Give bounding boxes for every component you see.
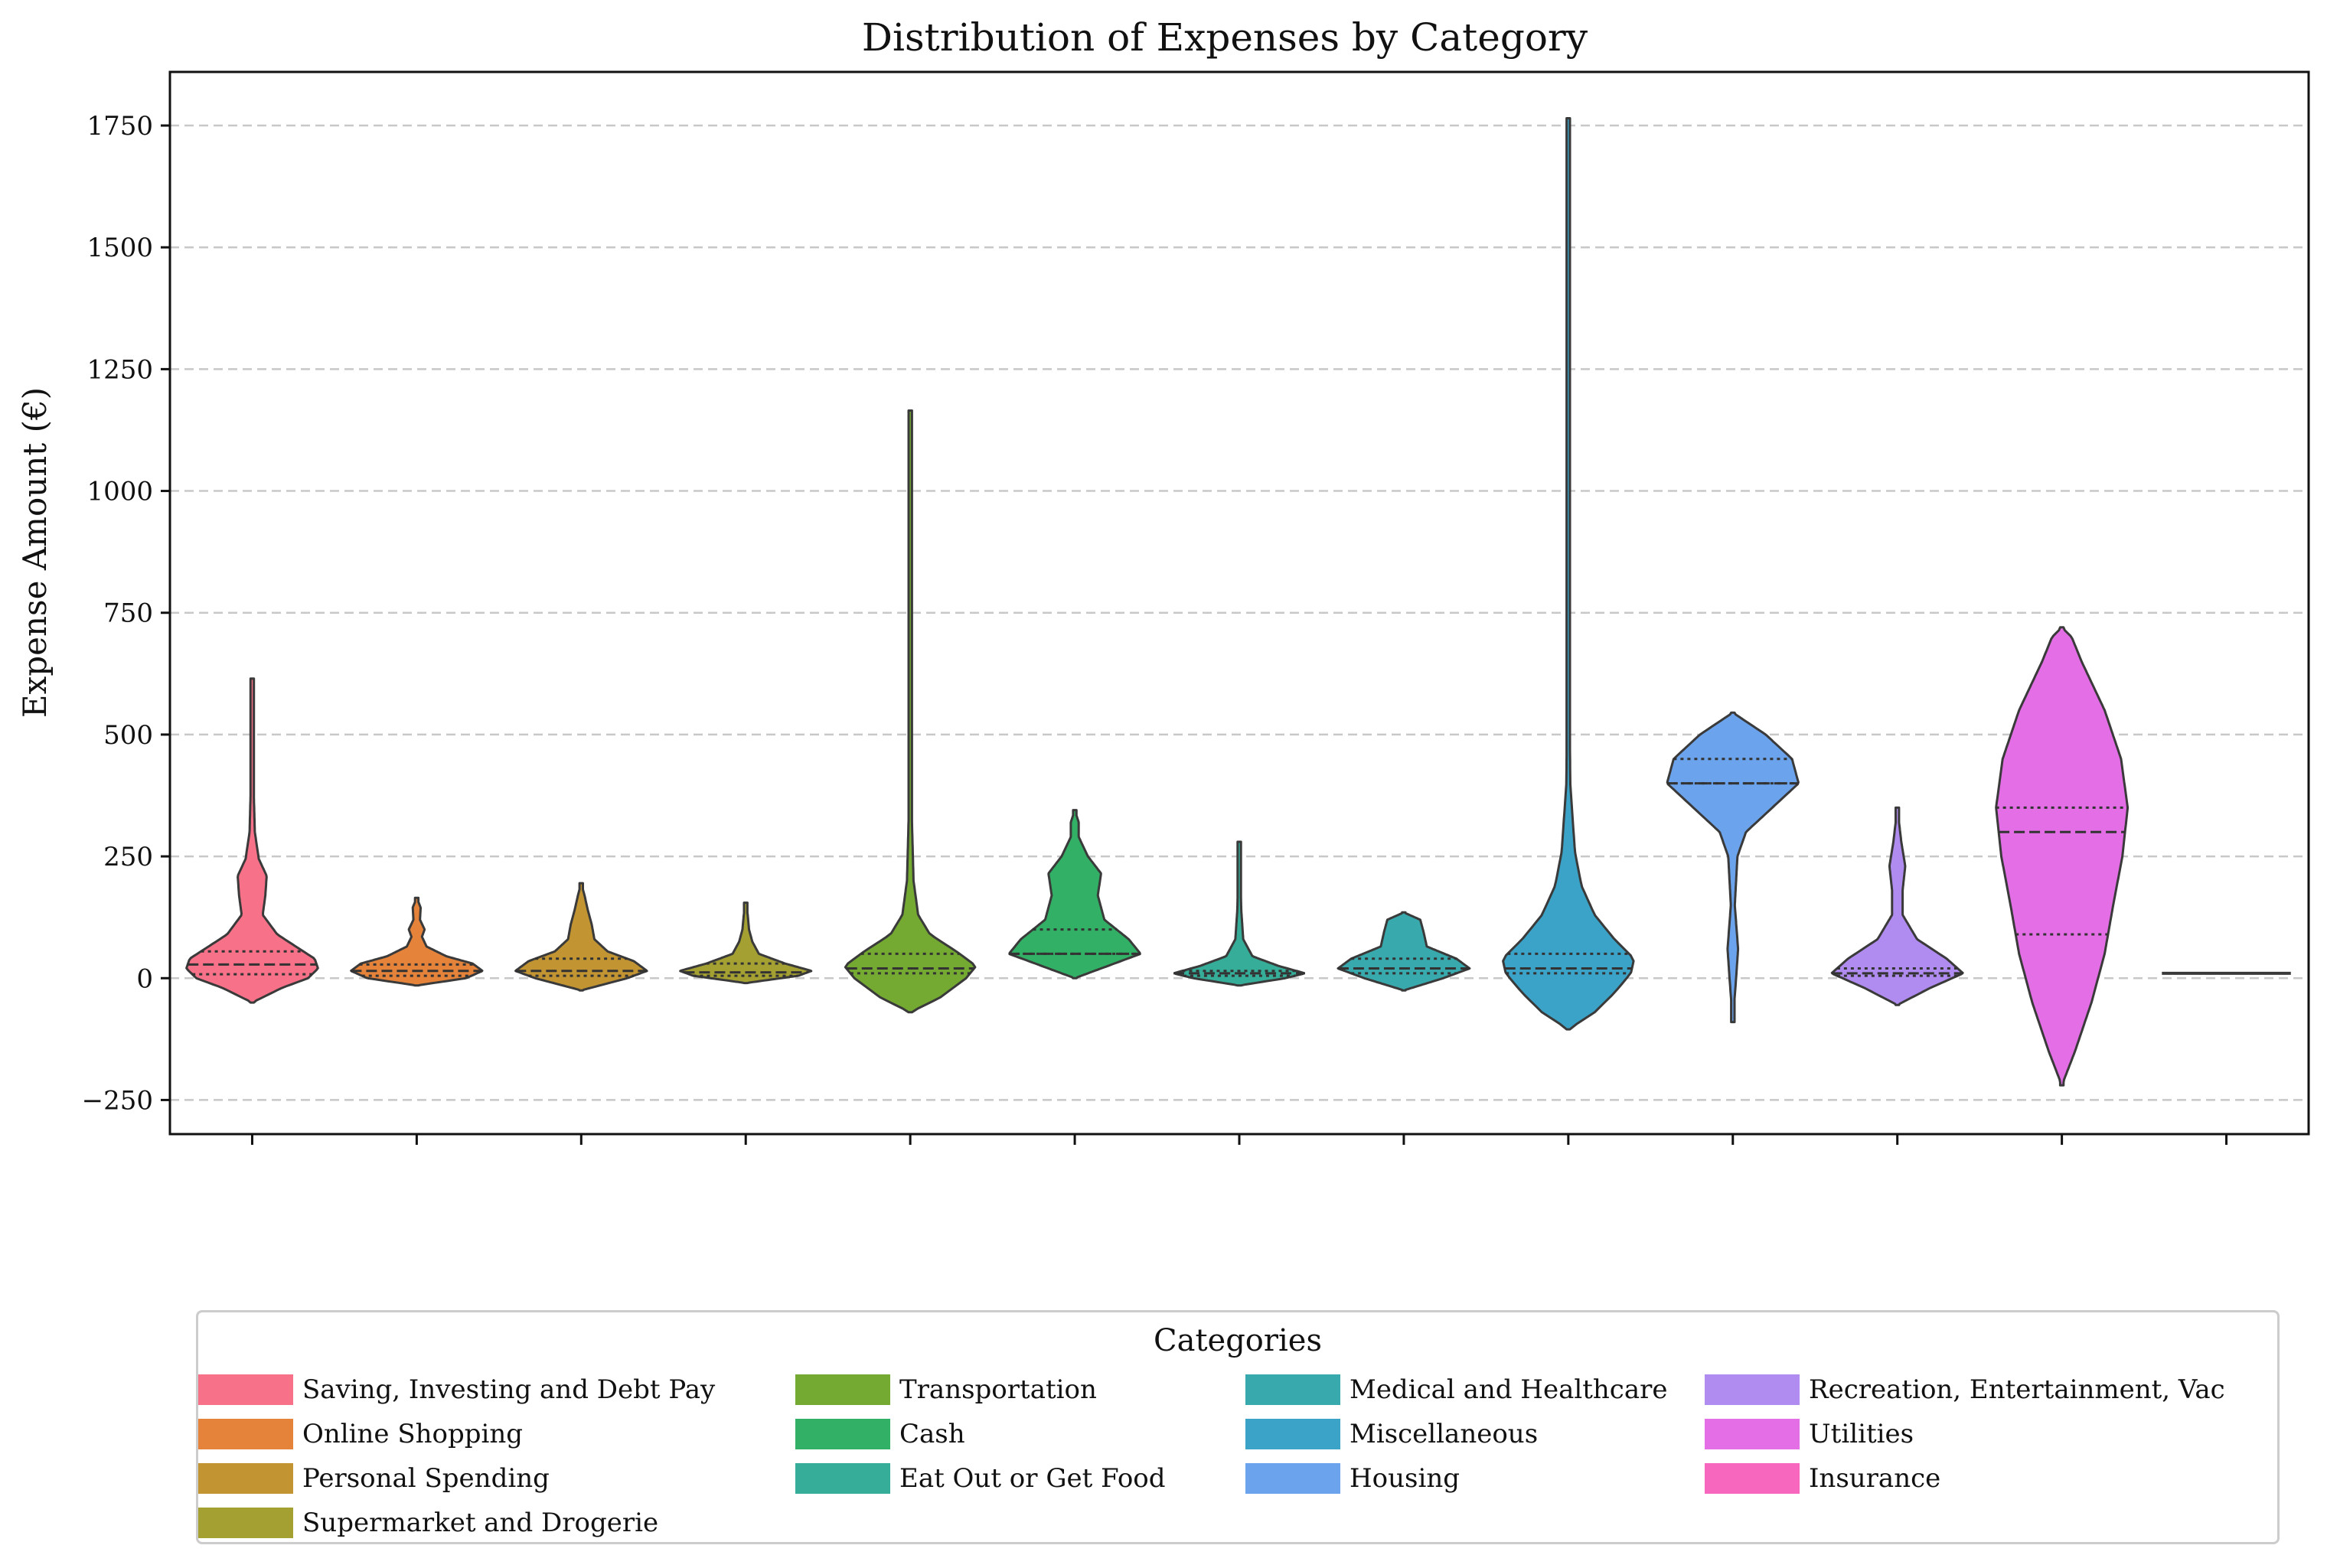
legend-label: Utilities <box>1809 1419 1914 1449</box>
violin-body <box>185 677 319 1004</box>
legend-title: Categories <box>1154 1323 1322 1358</box>
violin-body <box>1336 911 1471 992</box>
legend-swatch <box>1705 1463 1800 1494</box>
legend-item: Personal Spending <box>198 1461 550 1496</box>
legend-label: Transportation <box>899 1374 1097 1405</box>
legend-item: Transportation <box>795 1372 1097 1407</box>
legend-item: Cash <box>795 1416 965 1452</box>
violin-body <box>679 901 813 985</box>
legend-label: Housing <box>1350 1463 1460 1494</box>
y-tick-label: 0 <box>136 963 153 994</box>
legend-label: Recreation, Entertainment, Vac <box>1809 1374 2225 1405</box>
y-tick-label: 750 <box>103 598 153 629</box>
violin-supermarket-and-drogerie <box>679 901 813 985</box>
y-tick-label: 1250 <box>86 354 153 385</box>
legend-item: Recreation, Entertainment, Vac <box>1705 1372 2225 1407</box>
legend-label: Cash <box>899 1419 965 1449</box>
y-axis-label: Expense Amount (€) <box>16 387 54 718</box>
legend-label: Personal Spending <box>302 1463 550 1494</box>
legend-item: Medical and Healthcare <box>1245 1372 1667 1407</box>
violin-housing <box>1666 711 1800 1024</box>
y-tick-label: −250 <box>82 1085 153 1116</box>
legend-item: Housing <box>1245 1461 1460 1496</box>
legend-item: Utilities <box>1705 1416 1914 1452</box>
legend: Categories Saving, Investing and Debt Pa… <box>196 1310 2280 1544</box>
legend-item: Insurance <box>1705 1461 1940 1496</box>
violin-cash <box>1008 809 1141 980</box>
violin-body <box>350 896 484 987</box>
legend-label: Eat Out or Get Food <box>899 1463 1166 1494</box>
legend-label: Saving, Investing and Debt Pay <box>302 1374 716 1405</box>
violin-body <box>1008 809 1141 980</box>
legend-label: Insurance <box>1809 1463 1941 1494</box>
violin-recreation-entertainment-vac <box>1830 806 1964 1006</box>
y-tick-label: 250 <box>103 842 153 872</box>
legend-swatch <box>1245 1419 1340 1449</box>
y-tick-label: 1000 <box>86 477 153 507</box>
legend-swatch <box>1705 1419 1800 1449</box>
violin-body <box>1666 711 1800 1024</box>
violin-body <box>1173 840 1305 987</box>
legend-swatch <box>198 1463 293 1494</box>
violin-personal-spending <box>514 882 648 992</box>
legend-item: Online Shopping <box>198 1416 523 1452</box>
legend-item: Saving, Investing and Debt Pay <box>198 1372 715 1407</box>
violin-transportation <box>844 409 977 1014</box>
violin-body <box>514 882 648 992</box>
violin-saving-investing-and-debt-pay <box>185 677 319 1004</box>
violin-miscellaneous <box>1502 117 1635 1031</box>
y-tick-label: 500 <box>103 720 153 751</box>
legend-label: Supermarket and Drogerie <box>302 1508 659 1538</box>
violin-body <box>1830 806 1964 1006</box>
violin-utilities <box>1995 626 2130 1087</box>
violins <box>185 117 2291 1087</box>
violin-medical-and-healthcare <box>1336 911 1471 992</box>
legend-swatch <box>198 1419 293 1449</box>
legend-label: Online Shopping <box>302 1419 524 1449</box>
violin-body <box>1502 117 1635 1031</box>
chart-title: Distribution of Expenses by Category <box>862 15 1588 60</box>
y-tick-label: 1500 <box>86 233 153 263</box>
legend-label: Medical and Healthcare <box>1350 1374 1668 1405</box>
axes: −250 0 250 500 750 1000 1250 1500 1750 <box>82 70 2310 1145</box>
legend-swatch <box>795 1463 890 1494</box>
legend-swatch <box>198 1508 293 1538</box>
y-tick-label: 1750 <box>86 111 153 142</box>
legend-label: Miscellaneous <box>1350 1419 1539 1449</box>
legend-swatch <box>1245 1463 1340 1494</box>
violin-body <box>844 409 977 1014</box>
legend-swatch <box>198 1374 293 1405</box>
legend-swatch <box>795 1374 890 1405</box>
violin-eat-out-or-get-food <box>1173 840 1305 987</box>
legend-item: Eat Out or Get Food <box>795 1461 1166 1496</box>
legend-swatch <box>795 1419 890 1449</box>
legend-item: Supermarket and Drogerie <box>198 1505 658 1540</box>
violin-body <box>1995 626 2130 1087</box>
violin-online-shopping <box>350 896 484 987</box>
legend-swatch <box>1245 1374 1340 1405</box>
legend-item: Miscellaneous <box>1245 1416 1538 1452</box>
legend-swatch <box>1705 1374 1800 1405</box>
